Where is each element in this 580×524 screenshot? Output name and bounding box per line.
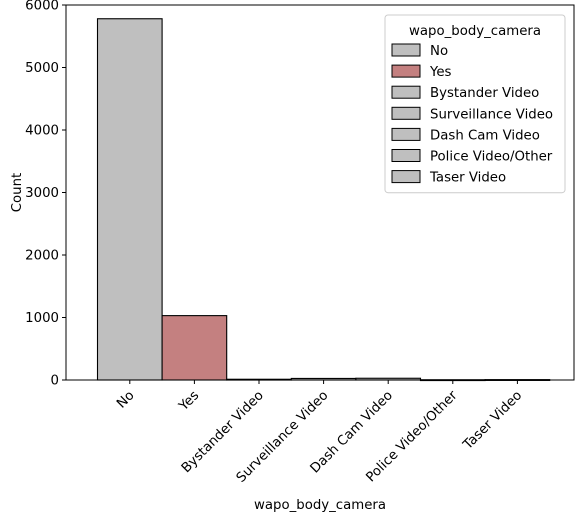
legend-swatch bbox=[391, 85, 421, 99]
x-tick-label: No bbox=[114, 388, 137, 411]
y-tick-label: 6000 bbox=[25, 0, 59, 14]
bar-no bbox=[96, 18, 163, 381]
legend-swatch bbox=[391, 127, 421, 141]
y-tick-label: 2000 bbox=[25, 249, 59, 264]
legend-label: Police Video/Other bbox=[430, 150, 553, 165]
legend-swatch bbox=[391, 106, 421, 120]
legend-swatch bbox=[391, 64, 421, 78]
y-tick-label: 4000 bbox=[25, 124, 59, 139]
legend-swatch bbox=[391, 170, 421, 184]
bar-yes bbox=[161, 315, 228, 381]
plot-area bbox=[96, 18, 551, 382]
legend-label: Dash Cam Video bbox=[430, 128, 540, 143]
legend-label: No bbox=[430, 44, 448, 59]
legend-label: Taser Video bbox=[429, 171, 506, 186]
legend-swatch bbox=[391, 43, 421, 57]
x-axis-label: wapo_body_camera bbox=[254, 498, 386, 513]
x-tick-label: Taser Video bbox=[460, 388, 525, 453]
legend-label: Surveillance Video bbox=[430, 107, 553, 122]
legend-box bbox=[384, 14, 566, 194]
x-tick-label: Yes bbox=[176, 388, 203, 415]
y-axis-label: Count bbox=[10, 173, 25, 213]
legend-title: wapo_body_camera bbox=[409, 24, 541, 39]
y-tick-label: 3000 bbox=[25, 186, 59, 201]
legend: wapo_body_camera No Yes Bystander Video Surv… bbox=[384, 14, 566, 194]
legend-swatch bbox=[391, 149, 421, 162]
y-tick-label: 1000 bbox=[25, 311, 59, 326]
y-tick-label: 0 bbox=[51, 374, 59, 389]
legend-label: Yes bbox=[429, 65, 452, 80]
legend-label: Bystander Video bbox=[430, 86, 539, 101]
y-tick-label: 5000 bbox=[25, 61, 59, 76]
